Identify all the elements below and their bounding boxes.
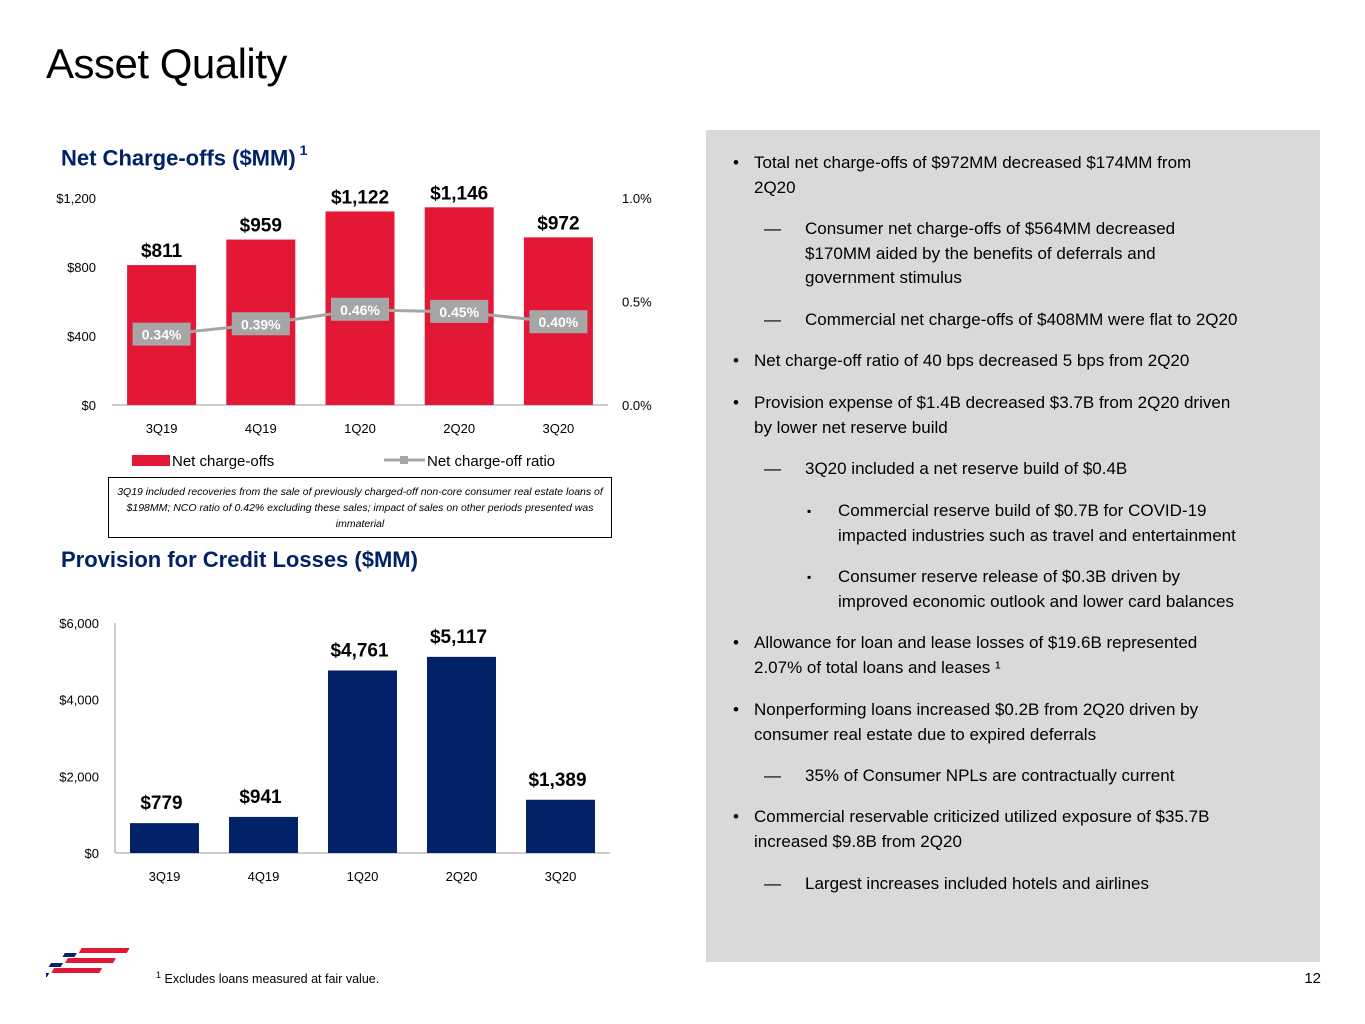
nco-ratio-label-box xyxy=(529,310,588,334)
nco-note: 3Q19 included recoveries from the sale o… xyxy=(108,477,612,538)
dash-icon: — xyxy=(764,310,781,329)
bullet-text: 35% of Consumer NPLs are contractually c… xyxy=(805,766,1175,785)
bullet-text: Consumer reserve release of $0.3B driven… xyxy=(838,567,1234,611)
bank-logo xyxy=(46,948,130,977)
nco-chart-title-footnote: 1 xyxy=(299,142,308,158)
dash-icon: — xyxy=(764,766,781,785)
nco-bar-value-label: $1,146 xyxy=(430,183,488,204)
prov-y-tick-label: $2,000 xyxy=(59,769,99,784)
nco-x-tick-label: 3Q19 xyxy=(146,421,178,436)
prov-bar xyxy=(526,799,595,853)
bullet-text: Net charge-off ratio of 40 bps decreased… xyxy=(754,351,1190,370)
nco-ratio-label: 0.34% xyxy=(142,327,182,343)
bullet-dot-icon: • xyxy=(733,351,739,370)
bullet-text: Commercial net charge-offs of $408MM wer… xyxy=(805,310,1238,329)
prov-bar-value-label: $941 xyxy=(239,787,282,808)
prov-y-tick-label: $0 xyxy=(85,846,99,861)
nco-y-tick-label: $0 xyxy=(82,398,96,413)
nco-ratio-label-box xyxy=(430,299,489,323)
prov-x-tick-label: 2Q20 xyxy=(446,869,478,884)
bullet-text: Consumer net charge-offs of $564MM decre… xyxy=(805,219,1176,287)
bullet-text: Provision expense of $1.4B decreased $3.… xyxy=(754,393,1231,437)
nco-chart-title-text: Net Charge-offs ($MM) xyxy=(61,145,296,171)
nco-bar-value-label: $972 xyxy=(537,213,579,234)
bullet-text: 3Q20 included a net reserve build of $0.… xyxy=(805,459,1128,478)
nco-ratio-label-box xyxy=(331,297,389,321)
dash-icon: — xyxy=(764,874,781,893)
bullet-text: Allowance for loan and lease losses of $… xyxy=(754,633,1198,677)
square-bullet-icon: ▪ xyxy=(807,504,812,518)
bullet-text: Nonperforming loans increased $0.2B from… xyxy=(754,700,1199,744)
nco-ratio-label-box xyxy=(231,312,290,336)
nco-y-tick-label: $1,200 xyxy=(56,191,96,206)
nco-x-tick-label: 3Q20 xyxy=(542,421,574,436)
nco-x-tick-label: 4Q19 xyxy=(245,421,277,436)
nco-ratio-label: 0.40% xyxy=(539,314,579,330)
prov-x-tick-label: 1Q20 xyxy=(347,869,379,884)
nco-chart-title: Net Charge-offs ($MM) 1 xyxy=(61,142,308,171)
prov-x-tick-label: 4Q19 xyxy=(248,869,280,884)
prov-bar-value-label: $779 xyxy=(140,793,182,814)
nco-y2-tick-label: 0.0% xyxy=(622,398,652,413)
nco-x-tick-label: 1Q20 xyxy=(344,421,376,436)
prov-bar-value-label: $4,761 xyxy=(330,640,389,661)
prov-bar-value-label: $1,389 xyxy=(528,770,586,791)
prov-bar xyxy=(229,816,298,853)
nco-bar-value-label: $959 xyxy=(240,216,282,237)
footnote: 1 Excludes loans measured at fair value. xyxy=(156,970,379,986)
footnote-text: Excludes loans measured at fair value. xyxy=(164,972,380,987)
nco-bar-value-label: $811 xyxy=(141,241,183,262)
prov-bar xyxy=(427,656,496,853)
page-number: 12 xyxy=(1304,970,1321,987)
nco-ratio-label: 0.45% xyxy=(439,304,479,320)
bullet-dot-icon: • xyxy=(733,633,739,652)
nco-ratio-label: 0.46% xyxy=(340,302,380,318)
prov-y-tick-label: $6,000 xyxy=(59,616,99,631)
prov-bar-value-label: $5,117 xyxy=(430,627,487,648)
prov-x-tick-label: 3Q19 xyxy=(149,869,181,884)
legend-swatch-nco xyxy=(132,455,170,466)
legend-marker-ratio xyxy=(400,456,408,464)
page-title: Asset Quality xyxy=(46,40,287,87)
bullet-dot-icon: • xyxy=(733,153,739,172)
legend-label-ratio: Net charge-off ratio xyxy=(427,453,555,470)
prov-bar xyxy=(130,823,199,853)
commentary-panel xyxy=(706,130,1320,962)
dash-icon: — xyxy=(764,219,781,238)
prov-y-tick-label: $4,000 xyxy=(59,693,99,708)
legend-label-nco: Net charge-offs xyxy=(172,453,274,470)
nco-y2-tick-label: 0.5% xyxy=(622,295,652,310)
provision-chart: $0 $2,000 $4,000 $6,000 $779 3Q19 $941 4Q19 $4,7… xyxy=(59,616,610,884)
bullet-text: Commercial reserve build of $0.7B for CO… xyxy=(838,501,1236,545)
bullet-text: Total net charge-offs of $972MM decrease… xyxy=(754,153,1192,197)
nco-ratio-label: 0.39% xyxy=(241,316,281,332)
nco-x-tick-label: 2Q20 xyxy=(443,421,475,436)
bullet-dot-icon: • xyxy=(733,807,739,826)
prov-bar xyxy=(328,670,397,853)
nco-y-tick-label: $400 xyxy=(67,329,96,344)
bullet-text: Largest increases included hotels and ai… xyxy=(805,874,1149,893)
provision-chart-title: Provision for Credit Losses ($MM) xyxy=(61,547,418,572)
dash-icon: — xyxy=(764,459,781,478)
footnote-marker: 1 xyxy=(156,970,162,980)
nco-bar-value-label: $1,122 xyxy=(331,187,389,208)
nco-chart: $0 $400 $800 $1,200 0.0% 0.5% 1.0% $811 3Q19 $959… xyxy=(56,183,652,470)
bullet-dot-icon: • xyxy=(733,393,739,412)
prov-x-tick-label: 3Q20 xyxy=(545,869,577,884)
nco-ratio-label-box xyxy=(132,322,191,346)
square-bullet-icon: ▪ xyxy=(807,570,812,584)
nco-y2-tick-label: 1.0% xyxy=(622,191,652,206)
bullet-dot-icon: • xyxy=(733,700,739,719)
nco-y-tick-label: $800 xyxy=(67,260,96,275)
bullet-text: Commercial reservable criticized utilize… xyxy=(754,807,1210,851)
